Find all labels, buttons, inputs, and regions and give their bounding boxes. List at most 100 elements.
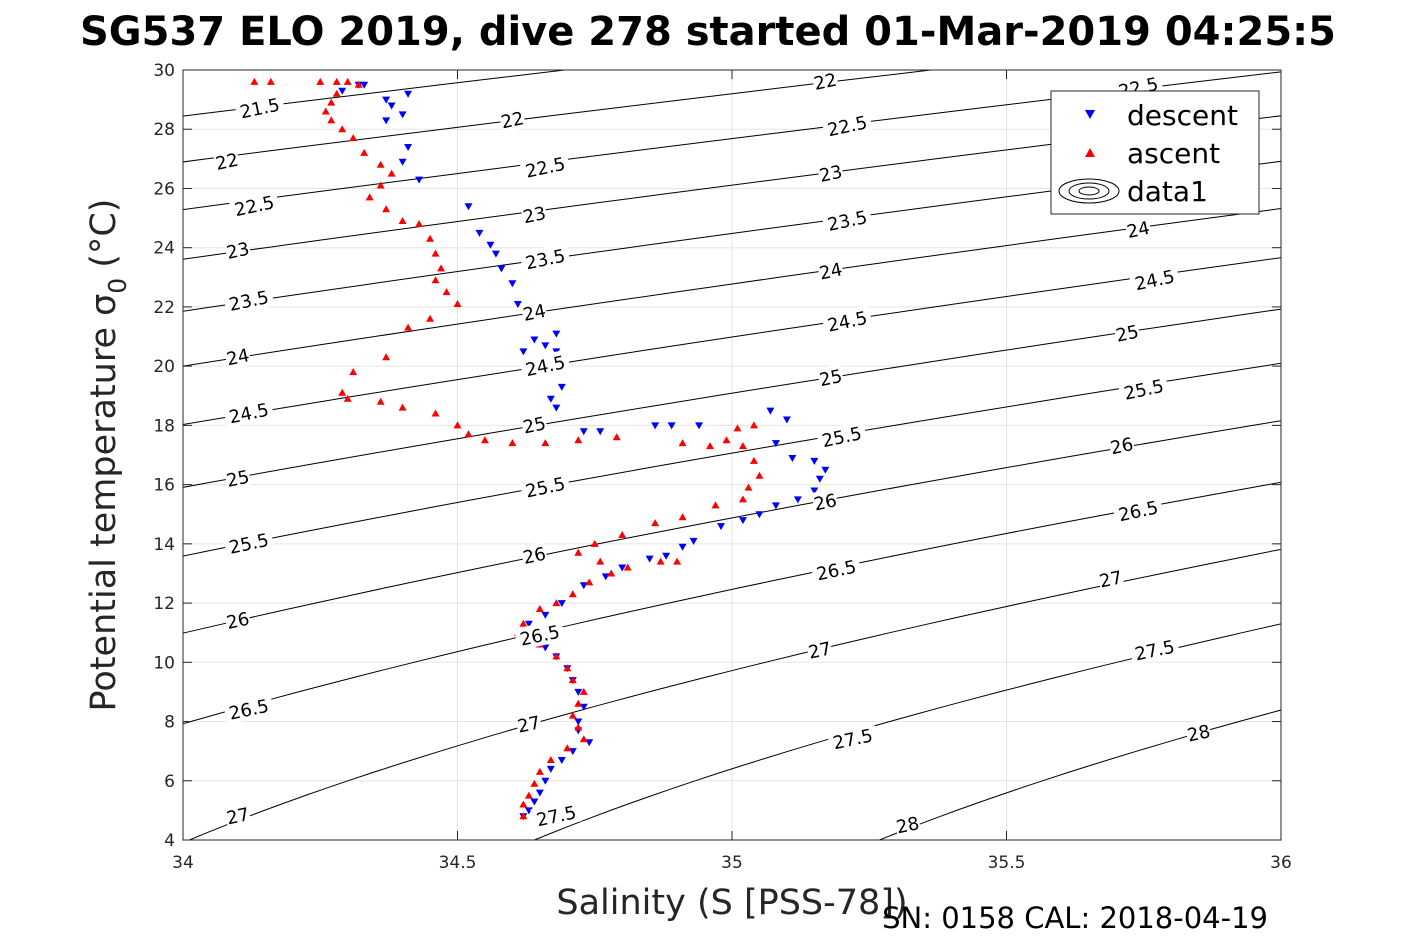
ascent-point	[349, 134, 358, 142]
contour-label-text: 27	[1098, 567, 1125, 592]
contour-label-text: 24	[1125, 218, 1152, 243]
ascent-point	[332, 89, 341, 97]
ascent-point	[574, 723, 583, 731]
contour-label-bg	[1107, 431, 1136, 459]
contour-label: 25.5	[1117, 373, 1170, 405]
ascent-point	[332, 77, 341, 85]
ascent-point	[574, 699, 583, 707]
descent-point	[771, 440, 780, 448]
descent-point	[601, 573, 610, 581]
isopycnal-line	[878, 709, 1281, 840]
ascent-point	[706, 442, 715, 450]
contour-label-bg	[519, 349, 571, 381]
contour-label-bg	[815, 420, 868, 452]
contour-label-text: 24	[225, 345, 252, 370]
ascent-point	[376, 160, 385, 168]
ascent-point	[376, 397, 385, 405]
y-axis-label-unit: (°C)	[84, 199, 124, 268]
contour-label-text: 23	[521, 203, 548, 228]
contour-label-bg	[222, 527, 275, 559]
ascent-point	[733, 424, 742, 432]
descent-point	[585, 739, 594, 747]
y-tick-label: 10	[153, 653, 175, 673]
y-axis-label: Potential temperature σ0 (°C)	[84, 199, 132, 712]
contour-label-bg	[520, 200, 549, 228]
contour-label: 27	[223, 802, 252, 829]
descent-point	[541, 611, 550, 619]
contour-label-bg	[222, 396, 275, 429]
contour-label-bg	[222, 692, 275, 725]
ascent-point	[552, 652, 561, 660]
descent-point	[651, 422, 660, 430]
contour-label: 28	[893, 810, 922, 838]
descent-point	[766, 407, 775, 415]
ascent-point	[535, 605, 544, 612]
ascent-point	[563, 744, 572, 752]
descent-point	[415, 176, 424, 184]
descent-point	[557, 600, 566, 608]
x-tick-label: 35	[721, 853, 743, 873]
contour-label: 26	[520, 541, 549, 569]
descent-point	[530, 336, 539, 344]
ascent-point	[338, 125, 347, 133]
ascent-point	[722, 436, 731, 444]
contour-label: 24.5	[821, 304, 873, 337]
x-tick-label: 34.5	[439, 853, 477, 873]
ascent-point	[568, 711, 577, 719]
ascent-point	[749, 421, 758, 429]
serial-calibration-footer: SN: 0158 CAL: 2018-04-19	[882, 901, 1268, 935]
contour-label-bg	[1124, 215, 1153, 243]
descent-point	[771, 502, 780, 510]
ascent-point	[596, 557, 605, 565]
legend[interactable]: descent ascent data1	[1050, 90, 1260, 215]
contour-label-bg	[821, 304, 873, 337]
ascent-point	[480, 436, 489, 444]
contour-label-bg	[530, 799, 582, 832]
descent-point	[557, 383, 566, 391]
descent-point	[360, 81, 369, 89]
contour-label-bg	[1128, 263, 1181, 296]
ascent-point	[579, 735, 588, 743]
y-tick-label: 12	[153, 594, 175, 614]
legend-contour-icon	[1058, 178, 1120, 204]
ascent-point	[552, 599, 561, 607]
ascent-point	[568, 676, 577, 684]
descent-point	[738, 517, 747, 525]
descent-point	[398, 111, 407, 119]
descent-point	[596, 428, 605, 436]
ascent-point	[579, 687, 588, 695]
y-tick-label: 28	[153, 120, 175, 140]
ascent-point	[618, 530, 627, 538]
contour-label-bg	[821, 204, 873, 236]
ascent-point	[338, 388, 347, 396]
descent-point	[815, 475, 824, 483]
descent-point	[695, 422, 704, 430]
ascent-point	[327, 98, 336, 106]
contour-label-bg	[520, 411, 549, 438]
ascent-point	[387, 169, 396, 177]
descent-point	[535, 789, 544, 797]
descent-point	[404, 144, 413, 151]
descent-point	[782, 416, 791, 424]
contour-label-bg	[1128, 633, 1181, 666]
contour-label-bg	[223, 343, 252, 370]
ascent-point	[744, 483, 753, 491]
ascent-point	[354, 80, 363, 88]
descent-point	[519, 348, 528, 356]
ascent-point	[316, 77, 325, 85]
contour-label-text: 24	[521, 301, 548, 326]
y-tick-label: 30	[153, 61, 175, 81]
contour-label-bg	[498, 106, 527, 133]
y-tick-label: 20	[153, 357, 175, 377]
contour-label: 23.5	[519, 242, 571, 274]
contour-label: 27	[805, 636, 834, 664]
legend-descent-marker	[1085, 110, 1095, 119]
ascent-point	[612, 433, 621, 441]
contour-label-bg	[811, 67, 840, 95]
ascent-point	[585, 578, 594, 586]
ascent-point	[519, 800, 528, 808]
contour-label: 22.5	[821, 109, 873, 141]
